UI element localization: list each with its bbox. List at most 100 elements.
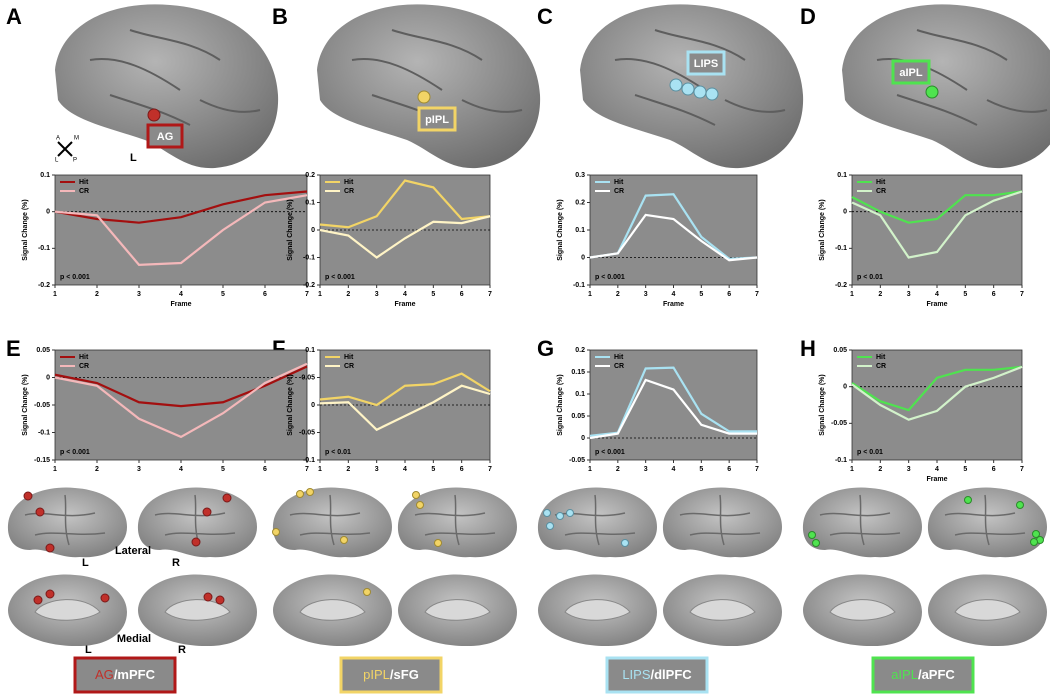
y-tick-label: 0 <box>581 435 585 442</box>
y-tick-label: -0.2 <box>835 282 847 289</box>
x-tick-label: 6 <box>460 466 464 473</box>
x-tick-label: 1 <box>53 291 57 298</box>
x-tick-label: 2 <box>616 291 620 298</box>
human-brains-c <box>537 486 783 647</box>
legend-label: CR <box>614 363 624 370</box>
svg-text:aIPL/aPFC: aIPL/aPFC <box>891 667 955 682</box>
x-tick-label: 1 <box>53 466 57 473</box>
x-tick-label: 1 <box>318 466 322 473</box>
y-tick-label: 0.05 <box>833 347 847 354</box>
y-axis-label: Signal Change (%) <box>22 199 29 260</box>
x-tick-label: 7 <box>755 466 759 473</box>
panel-letter: C <box>537 4 553 29</box>
x-tick-label: 3 <box>907 291 911 298</box>
chart: -0.2 -0.1 0 0.1 1 2 3 4 5 6 7 Hit CR p < 0.01 Signal C… <box>819 172 1024 308</box>
compass: A M L P L <box>55 136 137 164</box>
region-label: aIPL <box>899 67 923 79</box>
annotation: p < 0.001 <box>60 449 90 456</box>
x-tick-label: 6 <box>460 291 464 298</box>
y-tick-label: -0.1 <box>303 254 315 261</box>
y-axis-label: Signal Change (%) <box>557 374 564 435</box>
x-tick-label: 5 <box>221 291 225 298</box>
seed-label: pIPL <box>363 667 390 682</box>
series-line <box>319 372 491 407</box>
panel-letter: E <box>6 336 21 361</box>
human-brains-b <box>272 486 518 647</box>
y-tick-label: -0.05 <box>831 420 847 427</box>
legend-label: CR <box>344 188 354 195</box>
legend-label: Hit <box>876 179 886 186</box>
chart: -0.2 -0.1 0 0.1 0.2 1 2 3 4 5 6 7 Hit CR p < 0.001 Sign… <box>287 172 492 308</box>
y-tick-label: 0.1 <box>305 347 315 354</box>
brain-label: R <box>172 557 180 569</box>
x-tick-label: 3 <box>644 291 648 298</box>
x-tick-label: 1 <box>588 291 592 298</box>
x-tick-label: 7 <box>488 291 492 298</box>
x-tick-label: 7 <box>305 291 309 298</box>
y-tick-label: -0.1 <box>38 429 50 436</box>
chart: -0.15 -0.1 -0.05 0 0.05 1 2 3 4 5 6 7 Hit CR p < 0.001… <box>22 347 309 473</box>
roi-dots <box>272 90 442 596</box>
compass-label: L <box>55 158 59 164</box>
y-tick-label: 0 <box>843 209 847 216</box>
x-tick-label: 4 <box>672 466 676 473</box>
annotation: p < 0.01 <box>857 274 883 281</box>
y-tick-label: 0.1 <box>305 199 315 206</box>
seed-label: LIPS <box>622 667 651 682</box>
x-tick-label: 1 <box>588 466 592 473</box>
annotation: p < 0.01 <box>857 449 883 456</box>
y-tick-label: 0 <box>311 227 315 234</box>
x-axis-label: Frame <box>170 301 191 308</box>
y-tick-label: -0.05 <box>569 457 585 464</box>
x-tick-label: 2 <box>878 466 882 473</box>
y-axis-label: Signal Change (%) <box>819 374 826 435</box>
x-tick-label: 3 <box>907 466 911 473</box>
panel-letter: G <box>537 336 554 361</box>
x-tick-label: 7 <box>488 466 492 473</box>
y-tick-label: 0 <box>843 384 847 391</box>
x-axis-label: Frame <box>926 476 947 483</box>
seed-label: aIPL <box>891 667 918 682</box>
x-tick-label: 4 <box>403 466 407 473</box>
panel-letter: B <box>272 4 288 29</box>
x-tick-label: 4 <box>935 466 939 473</box>
brain-label: L <box>130 152 137 164</box>
x-tick-label: 3 <box>137 466 141 473</box>
y-tick-label: -0.2 <box>303 282 315 289</box>
x-tick-label: 3 <box>375 291 379 298</box>
y-tick-label: -0.05 <box>299 429 315 436</box>
panel-letter: D <box>800 4 816 29</box>
legend-label: Hit <box>614 179 624 186</box>
y-tick-label: -0.05 <box>34 402 50 409</box>
chart: -0.05 0 0.05 0.1 0.15 0.2 1 2 3 4 5 6 7 Hit CR p < 0.00… <box>557 347 759 473</box>
target-label: /dlPFC <box>651 667 693 682</box>
y-tick-label: 0 <box>311 402 315 409</box>
roi-dots <box>543 78 719 547</box>
x-tick-label: 2 <box>616 466 620 473</box>
roi-dots <box>808 85 1044 547</box>
y-tick-label: 0.1 <box>575 391 585 398</box>
x-tick-label: 5 <box>963 466 967 473</box>
legend-label: Hit <box>79 354 89 361</box>
annotation: p < 0.001 <box>325 274 355 281</box>
legend-label: Hit <box>344 179 354 186</box>
legend-label: Hit <box>614 354 624 361</box>
series-line <box>319 215 491 259</box>
y-tick-label: -0.1 <box>303 457 315 464</box>
series-line <box>851 190 1023 259</box>
x-axis-label: Frame <box>926 301 947 308</box>
x-tick-label: 4 <box>179 291 183 298</box>
x-axis-label: Frame <box>663 301 684 308</box>
region-boxes: AG pIPL LIPS aIPL <box>146 50 931 149</box>
series-line <box>54 190 308 224</box>
y-axis-label: Signal Change (%) <box>819 199 826 260</box>
panel-letter: A <box>6 4 22 29</box>
network-boxes: AG/mPFC pIPL/sFG LIPS/dlPFC aIPL/aPFC <box>73 656 975 694</box>
y-tick-label: -0.1 <box>835 457 847 464</box>
x-tick-label: 4 <box>179 466 183 473</box>
series-line <box>319 384 491 432</box>
y-tick-label: 0.05 <box>571 413 585 420</box>
brain-label: Lateral <box>115 545 151 557</box>
chart: -0.1 0 0.1 0.2 0.3 1 2 3 4 5 6 7 Hit CR p < 0.001 Signa… <box>557 172 759 308</box>
x-tick-label: 6 <box>263 466 267 473</box>
